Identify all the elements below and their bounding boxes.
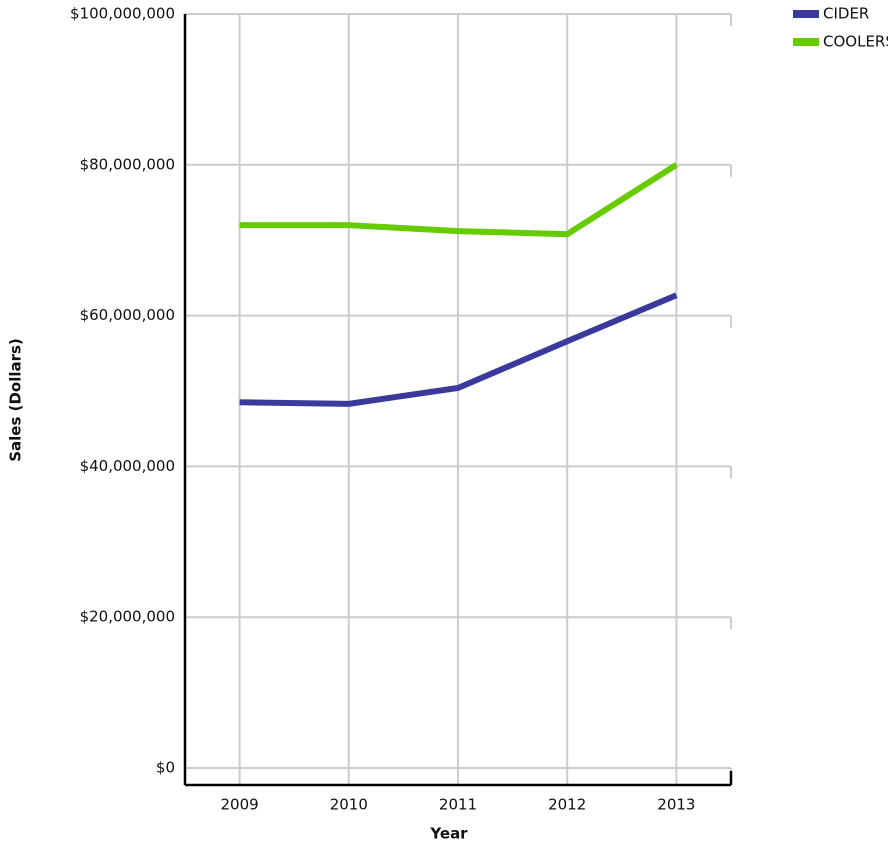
legend-swatch [793,10,819,18]
y-tick-label: $20,000,000 [80,608,175,626]
legend-label: COOLERS [823,33,888,51]
legend-swatch [793,38,819,46]
x-tick-label: 2010 [330,796,368,814]
x-axis-label: Year [429,825,468,843]
y-tick-label: $100,000,000 [70,5,175,23]
y-axis-label: Sales (Dollars) [7,338,25,462]
x-tick-label: 2013 [657,796,695,814]
series-line [239,292,678,407]
x-tick-label: 2009 [221,796,259,814]
y-tick-label: $0 [156,759,175,777]
y-tick-label: $60,000,000 [80,306,175,324]
legend-label: CIDER [823,5,869,23]
y-tick-label: $80,000,000 [80,155,175,173]
y-tick-label: $40,000,000 [80,457,175,475]
x-tick-label: 2011 [439,796,477,814]
x-tick-label: 2012 [548,796,586,814]
series-line [239,162,679,238]
